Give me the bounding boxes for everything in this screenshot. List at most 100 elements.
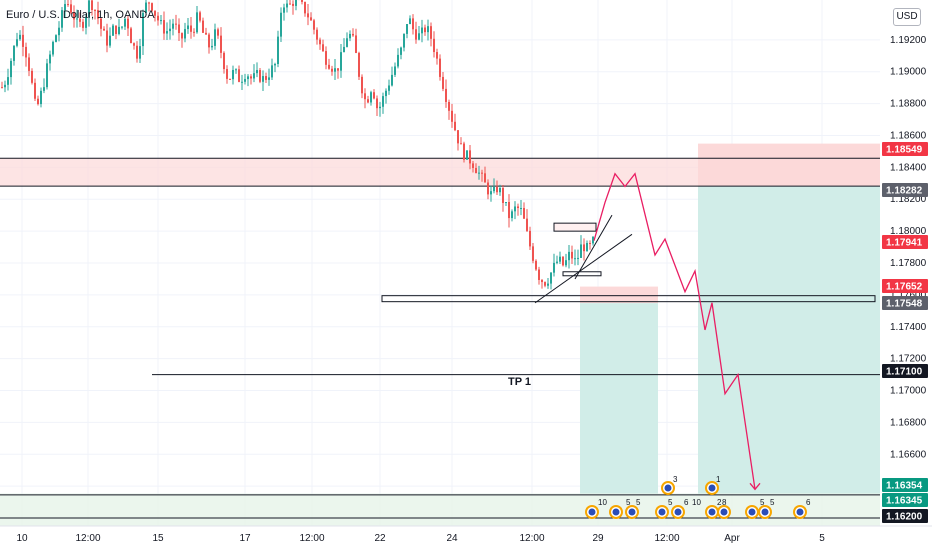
candle-body <box>373 92 375 99</box>
candle-body <box>157 15 159 21</box>
candle-body <box>364 93 366 100</box>
candle-body <box>226 69 228 79</box>
time-tick: 10 <box>16 533 28 544</box>
price-tick: 1.17200 <box>890 354 927 365</box>
event-count: 5 <box>770 498 775 507</box>
flag-icon <box>612 508 620 516</box>
candle-body <box>232 69 234 80</box>
candle-body <box>262 76 264 82</box>
time-tick: 24 <box>446 533 458 544</box>
event-count: 5 <box>626 498 631 507</box>
candle-body <box>574 258 576 260</box>
flag-icon <box>748 508 756 516</box>
candle-body <box>313 20 315 30</box>
price-tag[interactable] <box>882 509 928 523</box>
price-tag-label: 1.18549 <box>886 145 923 156</box>
flag-icon <box>588 508 596 516</box>
event-count: 2 <box>717 498 722 507</box>
time-tick: 22 <box>374 533 386 544</box>
candle-body <box>535 260 537 270</box>
price-tag[interactable] <box>882 235 928 249</box>
candle-body <box>241 81 243 83</box>
candle-body <box>16 39 18 46</box>
candle-body <box>52 41 54 55</box>
candle-body <box>541 279 543 283</box>
time-tick: 15 <box>152 533 164 544</box>
trend-drawings[interactable]: TP 1 <box>381 214 876 388</box>
candle-body <box>463 143 465 160</box>
candle-body <box>178 24 180 34</box>
candle-body <box>304 1 306 14</box>
candle-body <box>175 23 177 25</box>
candle-body <box>496 186 498 193</box>
candle-body <box>505 202 507 204</box>
candle-body <box>112 25 114 36</box>
price-tag[interactable] <box>882 183 928 197</box>
price-tag[interactable] <box>882 142 928 156</box>
candle-body <box>370 92 372 103</box>
price-axis[interactable]: 1.19200 1.19000 1.18800 1.18600 1.18400 1.182… <box>882 35 928 523</box>
price-tag[interactable] <box>882 478 928 492</box>
candle-body <box>529 230 531 247</box>
support-rectangle[interactable] <box>381 295 876 303</box>
candle-body <box>7 77 9 85</box>
economic-events[interactable]: 10 5 5 5 6 2 8 5 5 63 110 <box>585 475 811 519</box>
candle-body <box>388 85 390 91</box>
price-tag[interactable] <box>882 279 928 293</box>
candle-body <box>55 35 57 42</box>
price-tag[interactable] <box>882 493 928 507</box>
candle-body <box>442 76 444 89</box>
candle-body <box>148 2 150 4</box>
candle-body <box>436 52 438 59</box>
candle-body <box>244 79 246 82</box>
candle-body <box>289 3 291 5</box>
candle-body <box>520 208 522 210</box>
time-tick: 29 <box>592 533 604 544</box>
time-tick: 12:00 <box>654 533 679 544</box>
event-count: 6 <box>806 498 811 507</box>
candle-body <box>181 33 183 39</box>
candle-body <box>406 24 408 34</box>
candle-body <box>283 7 285 13</box>
resistance-box[interactable] <box>553 222 597 232</box>
price-tag-label: 1.16354 <box>886 481 923 492</box>
projection-path[interactable] <box>593 172 761 491</box>
price-tag[interactable] <box>882 296 928 310</box>
candle-body <box>253 73 255 79</box>
time-axis-bg <box>0 526 932 550</box>
currency-button[interactable]: USD <box>893 8 921 26</box>
candle-body <box>460 143 462 145</box>
price-tick: 1.18600 <box>890 130 927 141</box>
candle-body <box>124 18 126 27</box>
position-stop-zone <box>698 143 880 187</box>
flag-icon <box>658 508 666 516</box>
time-tick: 12:00 <box>75 533 100 544</box>
candle-body <box>217 29 219 36</box>
candle-body <box>13 45 15 61</box>
candle-body <box>544 282 546 286</box>
price-tick: 1.18000 <box>890 226 927 237</box>
candle-body <box>103 28 105 31</box>
price-tag[interactable] <box>882 364 928 378</box>
candle-body <box>355 35 357 53</box>
candlestick-series <box>1 0 594 290</box>
candle-body <box>415 29 417 40</box>
candle-body <box>511 211 513 219</box>
candle-body <box>163 20 165 34</box>
candle-body <box>490 191 492 195</box>
time-axis[interactable]: 10 12:00 15 17 12:00 22 24 12:00 29 12:00 Apr 5 <box>0 525 932 550</box>
event-count: 5 <box>636 498 641 507</box>
candle-body <box>571 251 573 259</box>
candle-body <box>400 47 402 55</box>
trend-line[interactable] <box>534 233 633 304</box>
small-box[interactable] <box>562 271 602 277</box>
flag-icon <box>796 508 804 516</box>
trend-line[interactable] <box>574 214 613 280</box>
price-tick: 1.18800 <box>890 99 927 110</box>
horizontal-levels[interactable] <box>0 157 880 519</box>
projection-line[interactable] <box>593 172 756 490</box>
candle-body <box>106 30 108 46</box>
event-count: 5 <box>760 498 765 507</box>
candle-body <box>10 60 12 78</box>
